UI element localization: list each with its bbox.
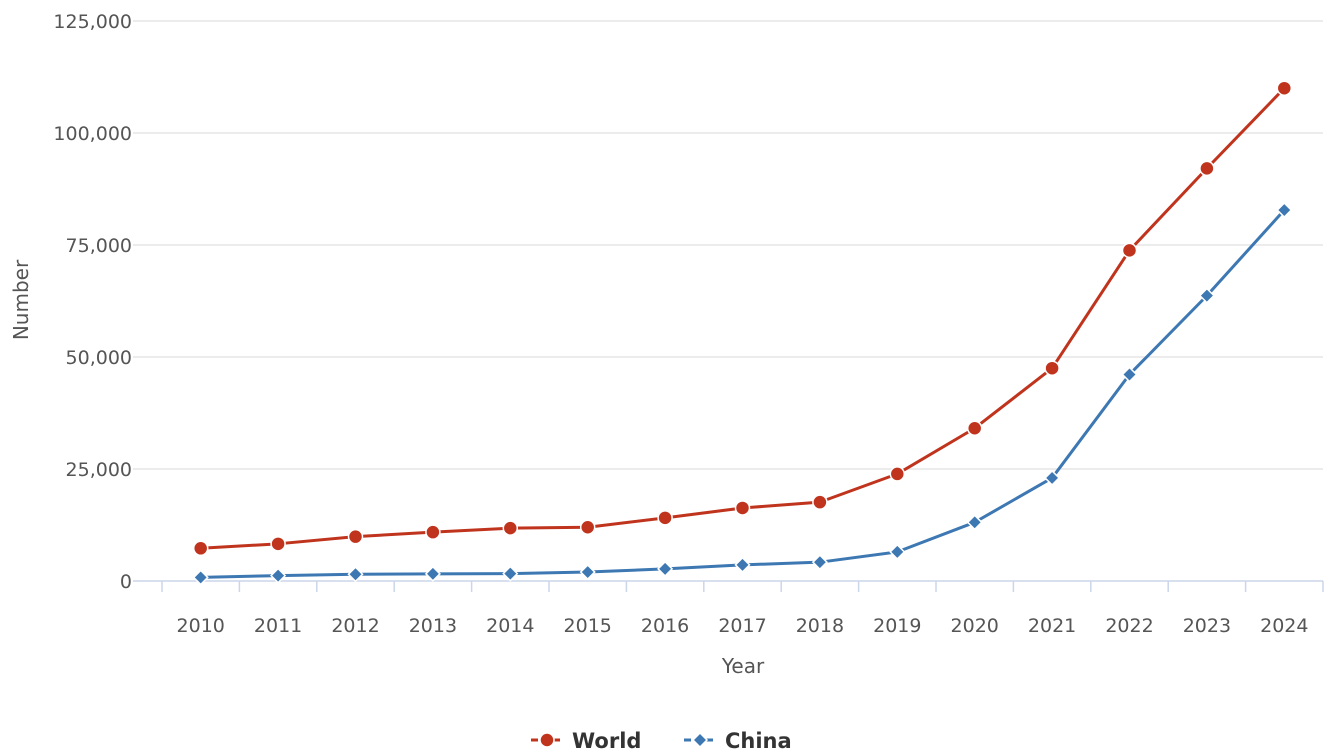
x-tick-label: 2017 [718,615,766,637]
data-point-world[interactable] [425,524,441,540]
x-axis-ticks: 2010 2011 2012 2013 2014 2015 2016 2017 2018 2019… [161,581,1324,637]
data-point-china[interactable] [1198,287,1215,304]
x-axis-title: Year [721,654,765,678]
y-tick-label: 125,000 [53,11,132,33]
x-tick-label: 2015 [564,615,612,637]
data-point-world[interactable] [889,466,906,482]
data-point-world[interactable] [966,420,983,436]
series-layer [192,80,1293,586]
x-tick-label: 2019 [873,615,921,637]
data-point-china[interactable] [192,569,209,586]
legend-item-china[interactable]: China [684,729,792,753]
data-point-world[interactable] [192,540,209,557]
data-point-world[interactable] [657,510,673,526]
data-point-china[interactable] [966,514,983,531]
data-point-china[interactable] [579,563,596,581]
legend-item-world[interactable]: World [531,729,641,753]
y-tick-label: 50,000 [66,347,132,369]
x-tick-label: 2020 [951,615,999,637]
data-point-world[interactable] [579,519,596,535]
data-point-world[interactable] [1199,160,1215,177]
data-point-world[interactable] [502,520,519,536]
data-point-china[interactable] [657,560,674,577]
x-tick-label: 2022 [1105,615,1153,637]
legend-label-world: World [572,729,641,753]
legend-marker-china [691,731,709,749]
x-tick-label: 2024 [1260,615,1308,637]
data-point-china[interactable] [502,565,519,582]
x-tick-label: 2014 [486,615,534,637]
x-tick-label: 2021 [1028,615,1076,637]
gridlines [133,20,1323,470]
y-tick-label: 100,000 [53,123,132,145]
data-point-china[interactable] [1121,366,1138,383]
legend: World China [531,729,792,753]
data-point-china[interactable] [424,565,441,582]
series-world [192,80,1293,557]
y-axis-ticks: 0 25,000 50,000 75,000 100,000 125,000 [53,11,132,593]
series-line-china [199,208,1286,579]
x-tick-label: 2011 [254,615,302,637]
legend-marker-world [539,732,555,748]
y-tick-label: 75,000 [66,235,132,257]
x-tick-label: 2012 [331,615,379,637]
x-tick-label: 2023 [1183,615,1231,637]
x-tick-label: 2016 [641,615,689,637]
data-point-world[interactable] [734,500,751,516]
y-tick-label: 25,000 [66,459,132,481]
data-point-china[interactable] [1044,469,1061,487]
data-point-china[interactable] [270,567,287,584]
series-line-world [199,86,1286,550]
data-point-china[interactable] [889,543,906,560]
x-tick-label: 2013 [409,615,457,637]
data-point-world[interactable] [1276,80,1293,96]
data-point-china[interactable] [347,566,364,583]
x-tick-label: 2018 [796,615,844,637]
data-point-world[interactable] [347,528,364,545]
y-axis-title: Number [9,259,33,340]
data-point-china[interactable] [811,554,828,571]
x-tick-label: 2010 [177,615,225,637]
legend-label-china: China [725,729,792,753]
series-china [192,201,1293,586]
data-point-world[interactable] [812,494,828,510]
data-point-world[interactable] [1044,360,1060,376]
data-point-china[interactable] [734,556,751,573]
data-point-world[interactable] [270,536,286,552]
y-tick-label: 0 [120,571,132,593]
data-point-world[interactable] [1121,242,1138,259]
data-point-china[interactable] [1276,201,1293,219]
